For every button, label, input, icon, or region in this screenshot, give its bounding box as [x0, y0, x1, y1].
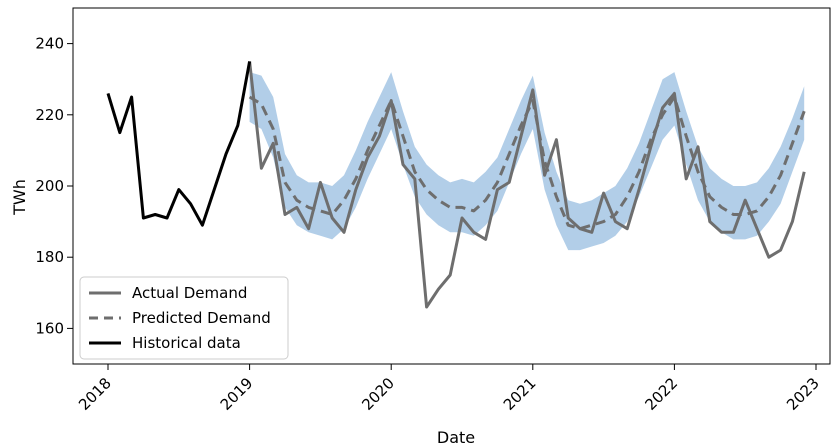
- x-tick-label-2018: 2018: [75, 374, 115, 414]
- y-tick-label-160: 160: [35, 319, 64, 337]
- x-tick-label-2020: 2020: [358, 374, 398, 414]
- x-tick-label-2022: 2022: [641, 374, 681, 414]
- y-tick-label-240: 240: [35, 35, 64, 53]
- y-axis-label: TWh: [10, 179, 29, 216]
- y-tick-label-180: 180: [35, 248, 64, 266]
- x-tick-label-2021: 2021: [500, 374, 540, 414]
- legend-box: [79, 276, 289, 360]
- legend-label-historical-data: Historical data: [132, 334, 241, 352]
- confidence-band: [249, 72, 805, 251]
- x-axis-ticks: 2018 2019 2020 2021 2022 2023: [75, 364, 823, 414]
- y-tick-label-200: 200: [35, 177, 64, 195]
- series-lines-layer: [106, 61, 806, 309]
- series-line-historical-data: [106, 61, 252, 227]
- legend: Actual Demand Predicted Demand Historica…: [79, 276, 289, 360]
- x-tick-label-2023: 2023: [783, 374, 823, 414]
- y-tick-label-220: 220: [35, 106, 64, 124]
- legend-label-actual-demand: Actual Demand: [132, 284, 247, 302]
- confidence-band-layer: [249, 72, 805, 251]
- y-axis-ticks: 160 180 200 220 240: [35, 35, 73, 337]
- series-line-predicted-demand: [248, 95, 806, 231]
- x-axis-label: Date: [437, 428, 475, 447]
- x-tick-label-2019: 2019: [217, 374, 257, 414]
- legend-label-predicted-demand: Predicted Demand: [132, 309, 271, 327]
